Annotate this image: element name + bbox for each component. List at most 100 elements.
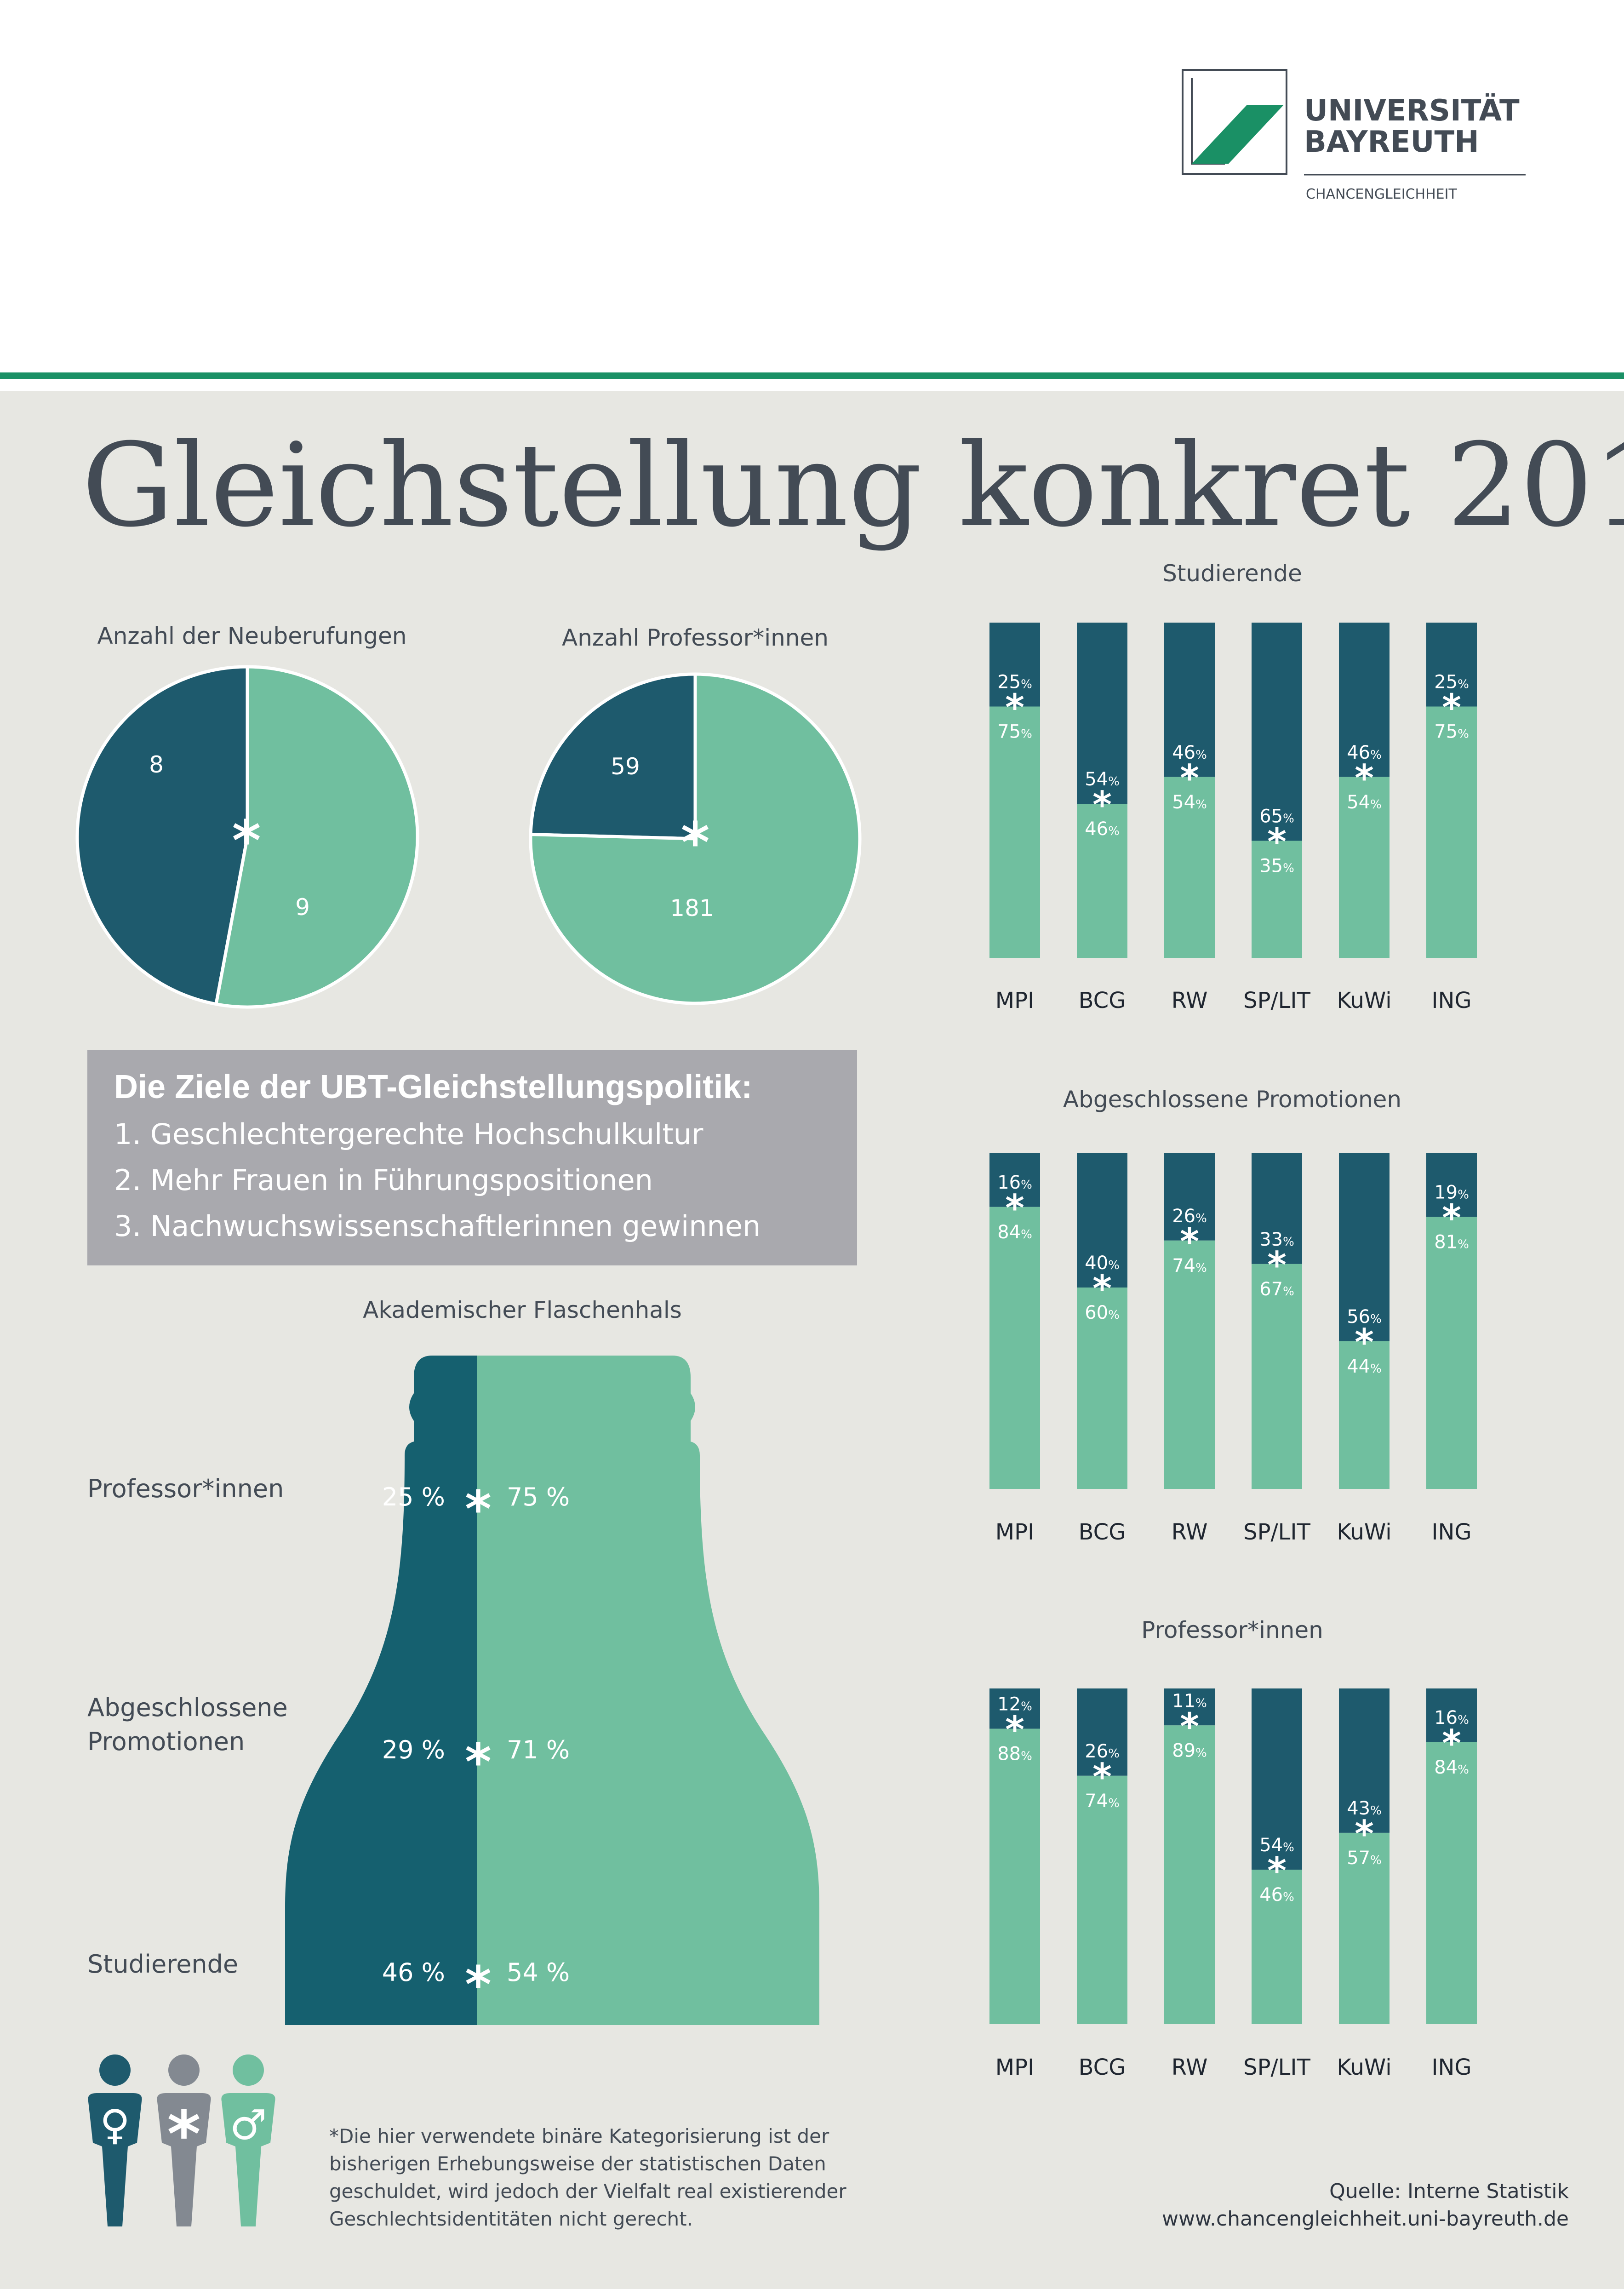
bar-male-segment [1339,1832,1390,2024]
bar-category-label: ING [1431,988,1471,1013]
bar-category-label: ING [1431,1519,1471,1545]
goal-item-3: 3. Nachwuchswissenschaftlerinnen gewinne… [114,1209,761,1243]
bar-female-segment [1164,623,1215,777]
pie-chart-2: Anzahl Professor*innen 59 181 * [529,624,862,1005]
bar-category-label: KuWi [1337,988,1391,1013]
gender-star-icon: * [1442,1197,1461,1240]
bar-male-segment [1077,804,1127,958]
goals-heading: Die Ziele der UBT-Gleichstellungspolitik… [114,1069,752,1105]
bar-male-segment [1252,841,1302,958]
bottleneck-female-value: 46 % [382,1958,445,1987]
bar-male-segment [1164,1240,1215,1489]
bar-category-label: SP/LIT [1243,988,1310,1013]
logo-line-2: BAYREUTH [1304,125,1479,159]
gender-star-icon: * [1092,1267,1112,1310]
bar-category-label: SP/LIT [1243,1519,1310,1545]
bottleneck-male-value: 75 % [507,1482,570,1511]
bar-chart-title: Professor*innen [1141,1617,1323,1643]
header-area [0,0,1624,373]
bar-female-segment [1077,623,1127,804]
bar-category-label: KuWi [1337,1519,1391,1545]
bar-category-label: KuWi [1337,2054,1391,2080]
bar-female-segment [1426,623,1477,707]
page-title: Gleichstellung konkret 2019 [82,418,1624,552]
bottleneck-female-value: 29 % [382,1735,445,1764]
bar-female-segment [1426,1153,1477,1217]
bar-category-label: RW [1172,1519,1208,1545]
bar-female-value: 12% [997,1694,1032,1715]
footnote-line: bisherigen Erhebungsweise der statistisc… [329,2152,826,2175]
bar-female-segment [1164,1153,1215,1241]
bar-female-segment [989,1153,1040,1207]
pie-slice-female [75,665,249,1006]
gender-star-icon: * [1180,1220,1199,1263]
gender-star-icon: * [1180,1705,1199,1748]
source-url: www.chancengleichheit.uni-bayreuth.de [1162,2207,1569,2231]
pie-slice-female [529,672,697,841]
header-green-rule [0,372,1624,379]
pie-value-female: 8 [149,751,164,778]
bar-category-label: RW [1172,2054,1208,2080]
gender-star-icon: * [1092,1756,1112,1798]
footnote-line: Geschlechtsidentitäten nicht gerecht. [329,2208,693,2230]
gender-star-icon: * [1442,1722,1461,1765]
bar-category-label: BCG [1079,1519,1126,1545]
male-person-icon: ♂ [221,2054,275,2226]
bar-male-segment [1339,1341,1390,1489]
bar-category-label: RW [1172,988,1208,1013]
bar-male-segment [1426,1742,1477,2024]
pie-value-male: 181 [670,895,714,921]
bar-female-segment [1252,1153,1302,1264]
bar-male-segment [1077,1775,1127,2024]
gender-star-icon: * [465,1480,492,1539]
stacked-bar-charts: Studierende25%*75%MPI54%*46%BCG46%*54%RW… [989,560,1477,2080]
gender-star-icon: * [1355,1813,1374,1855]
bar-category-label: MPI [995,988,1035,1013]
footnote: *Die hier verwendete binäre Kategorisier… [329,2125,846,2230]
gender-star-icon: * [465,1733,492,1791]
gender-star-icon: * [1005,1709,1024,1751]
bar-male-segment [1426,706,1477,958]
bar-chart-title: Studierende [1162,560,1302,587]
pie-value-female: 59 [611,753,640,780]
bar-category-label: MPI [995,1519,1035,1545]
bar-male-segment [989,1207,1040,1489]
bottleneck-female-value: 25 % [382,1482,445,1511]
pie-value-male: 9 [295,894,310,921]
bar-female-value: 46% [1347,742,1382,763]
source-label: Quelle: Interne Statistik [1329,2180,1569,2203]
bar-female-segment [989,623,1040,707]
bottleneck-male-value: 54 % [507,1958,570,1987]
gender-star-icon: * [1267,1849,1287,1892]
bar-female-value: 26% [1085,1741,1120,1762]
pie-chart-1: Anzahl der Neuberufungen 8 9 * [75,623,419,1009]
bar-female-value: 16% [1434,1707,1469,1728]
svg-text:♀: ♀ [100,2101,130,2149]
pie-title: Anzahl Professor*innen [562,624,829,651]
bar-female-value: 19% [1434,1182,1469,1203]
bar-female-segment [989,1688,1040,1729]
bar-male-segment [1164,777,1215,958]
gender-star-icon: * [1355,1321,1374,1364]
goal-item-2: 2. Mehr Frauen in Führungspositionen [114,1163,653,1197]
bar-female-value: 33% [1259,1229,1294,1250]
bar-male-segment [1252,1264,1302,1489]
bar-chart-2: Abgeschlossene Promotionen16%*84%MPI40%*… [989,1086,1477,1545]
bottleneck-title: Akademischer Flaschenhals [363,1297,682,1323]
bar-male-segment [1252,1870,1302,2024]
gender-star-icon: * [1005,687,1024,729]
gender-star-icon: * [1005,1187,1024,1230]
bar-category-label: MPI [995,2054,1035,2080]
pie-slice-male [214,665,419,1009]
gender-star-icon: * [1442,687,1461,729]
female-person-icon: ♀ [88,2054,142,2226]
bar-female-segment [1339,623,1390,777]
bar-female-value: 54% [1259,1835,1294,1856]
svg-text:*: * [167,2097,200,2172]
bar-category-label: ING [1431,2054,1471,2080]
pie-slice-male [529,672,862,1005]
bar-male-value: 84% [997,1222,1032,1243]
bar-male-segment [989,706,1040,958]
